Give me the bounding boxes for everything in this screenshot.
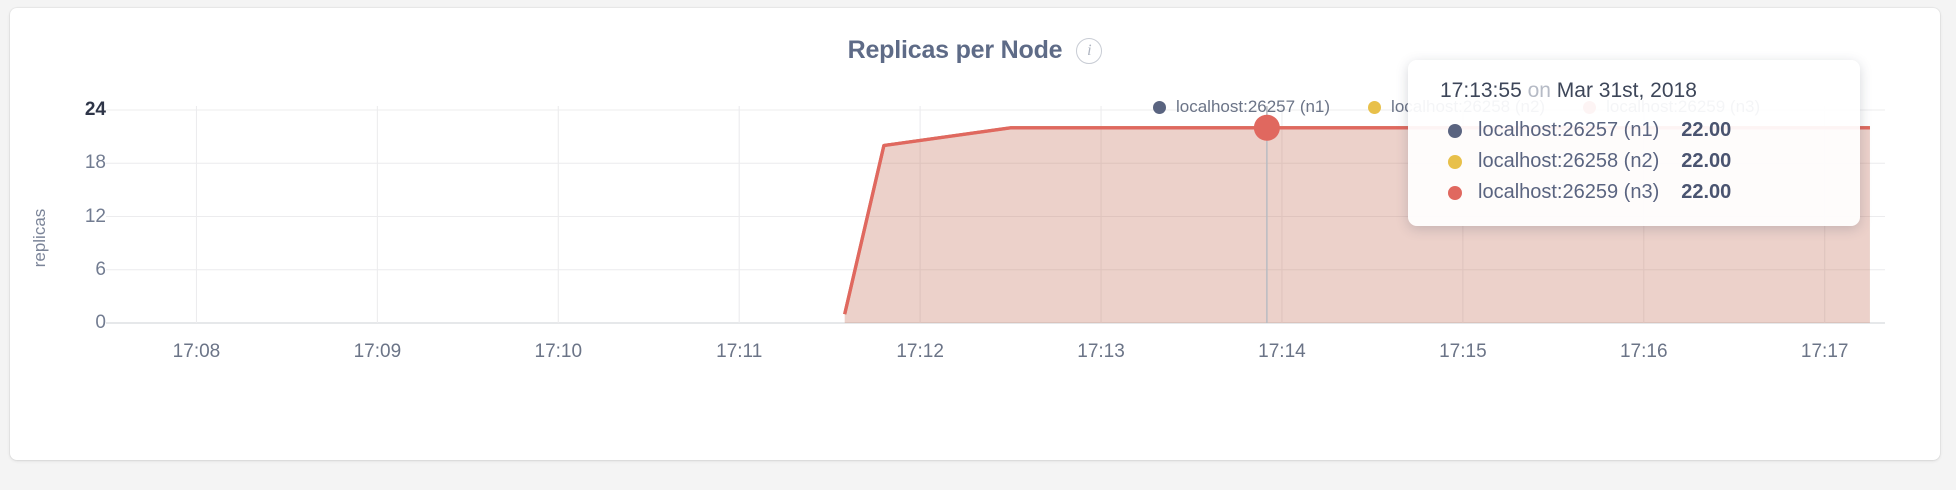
page-title: Replicas per Node <box>847 36 1063 64</box>
x-axis-tick-label: 17:08 <box>172 341 221 362</box>
tooltip-time: 17:13:55 <box>1440 79 1522 102</box>
tooltip-series-dot-icon <box>1448 185 1462 200</box>
x-axis-tick-label: 17:16 <box>1619 341 1668 362</box>
tooltip-series-name: localhost:26259 (n3) <box>1478 181 1660 203</box>
tooltip-date: Mar 31st, 2018 <box>1556 79 1697 102</box>
tooltip-series-value: 22.00 <box>1681 119 1732 141</box>
x-axis-tick-label: 17:09 <box>353 341 402 362</box>
tooltip-series-name: localhost:26258 (n2) <box>1478 150 1660 172</box>
legend-item[interactable]: localhost:26257 (n1) <box>1153 97 1330 117</box>
x-axis-tick-label: 17:15 <box>1439 341 1487 362</box>
x-axis-tick-label: 17:10 <box>534 341 583 362</box>
card-header: Replicas per Node i <box>10 36 1940 65</box>
tooltip-series-value: 22.00 <box>1681 181 1732 203</box>
hover-marker-dot <box>1253 114 1280 141</box>
y-axis-ticks: 24 18 12 6 0 <box>60 8 106 460</box>
x-axis-tick-label: 17:13 <box>1077 341 1125 362</box>
x-axis-tick-label: 17:14 <box>1258 341 1306 362</box>
y-axis-tick-label: 24 <box>84 99 106 120</box>
tooltip-series-value: 22.00 <box>1681 150 1732 172</box>
x-axis-tick-label: 17:12 <box>896 341 944 362</box>
hover-tooltip: 17:13:55 on Mar 31st, 2018 localhost:262… <box>1408 60 1860 226</box>
tooltip-row: localhost:26258 (n2) 22.00 <box>1408 146 1860 177</box>
x-axis-tick-label: 17:17 <box>1800 341 1849 362</box>
x-axis-tick-label: 17:11 <box>716 341 763 362</box>
tooltip-row: localhost:26259 (n3) 22.00 <box>1408 177 1860 208</box>
y-axis-tick-label: 18 <box>84 152 106 174</box>
tooltip-series-dot-icon <box>1448 123 1462 138</box>
tooltip-header: 17:13:55 on Mar 31st, 2018 <box>1408 79 1860 115</box>
replicas-per-node-card: Replicas per Node i replicas 24 18 12 6 0 17… <box>10 8 1940 460</box>
info-circle-icon[interactable]: i <box>1076 37 1103 64</box>
y-axis-tick-label: 6 <box>95 258 106 280</box>
tooltip-series-dot-icon <box>1448 154 1462 169</box>
tooltip-on-word: on <box>1527 79 1551 102</box>
y-axis-tick-label: 12 <box>84 205 106 227</box>
legend-color-dot-icon <box>1153 100 1166 114</box>
tooltip-rows: localhost:26257 (n1) 22.00 localhost:26258… <box>1408 115 1860 208</box>
y-axis-tick-label: 0 <box>95 312 106 333</box>
tooltip-row: localhost:26257 (n1) 22.00 <box>1408 115 1860 146</box>
legend-item-label: localhost:26257 (n1) <box>1176 97 1331 116</box>
legend-color-dot-icon <box>1368 100 1382 114</box>
tooltip-series-name: localhost:26257 (n1) <box>1478 119 1660 141</box>
